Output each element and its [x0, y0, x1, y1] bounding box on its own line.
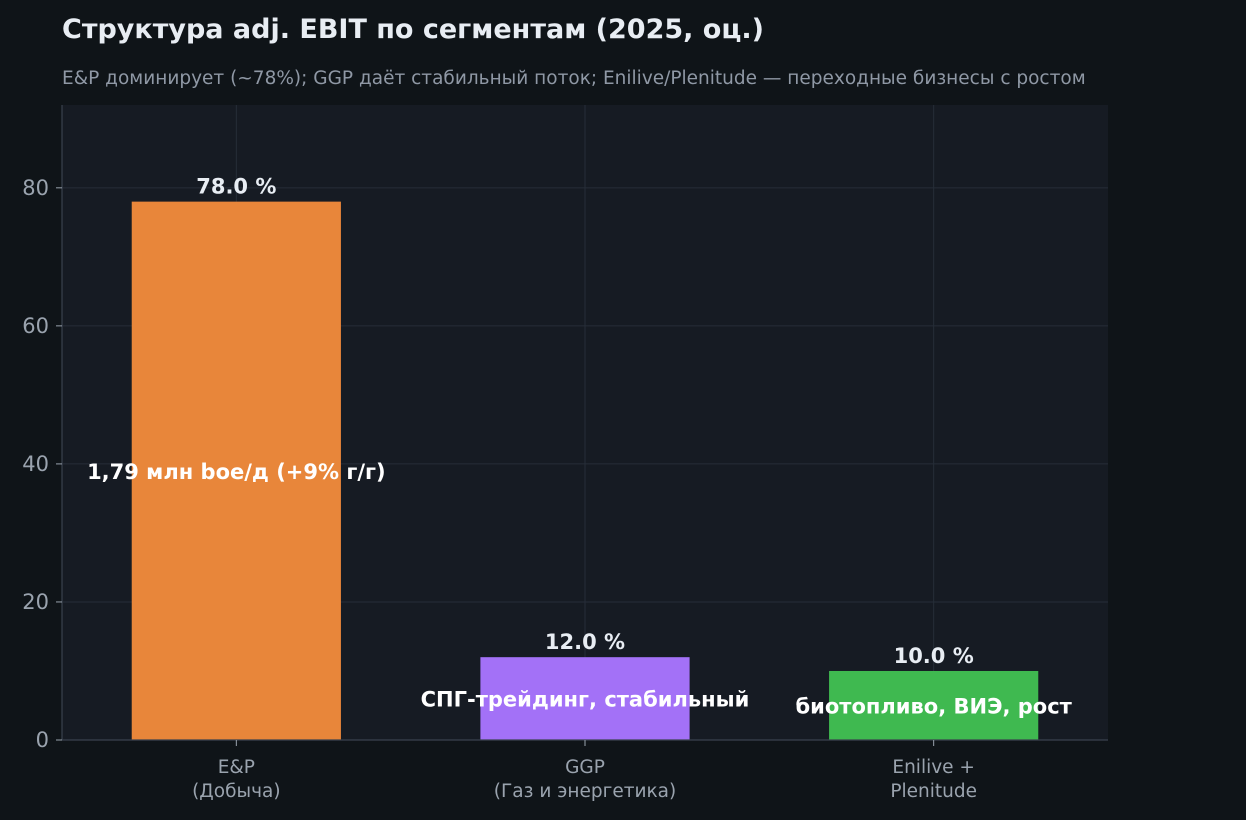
- y-tick-label: 60: [22, 314, 49, 338]
- axes: 0 20 40 60 80 E&P (Добыча) GGP (Газ и энергетика…: [22, 105, 1108, 802]
- chart-title: Структура adj. EBIT по сегментам (2025, …: [62, 14, 764, 45]
- x-tick-label: (Добыча): [192, 781, 281, 802]
- bar-value-label: 10.0 %: [894, 644, 974, 668]
- bar: [829, 670, 1039, 740]
- x-tick-label: GGP: [565, 757, 605, 778]
- x-tick-label: E&P: [218, 757, 255, 778]
- y-tick-label: 20: [22, 590, 49, 614]
- labels: 78.0 % 12.0 % 10.0 % 1,79 млн boe/д (+9% г/…: [87, 175, 1073, 719]
- bars: [131, 201, 1039, 740]
- bar-inner-label: биотопливо, ВИЭ, рост: [795, 694, 1072, 718]
- x-tick-label: Plenitude: [890, 781, 977, 802]
- chart-subtitle: E&P доминирует (~78%); GGP даёт стабильн…: [62, 68, 1086, 89]
- bar-value-label: 12.0 %: [545, 630, 625, 654]
- y-tick-label: 80: [22, 176, 49, 200]
- bar-value-label: 78.0 %: [196, 175, 276, 199]
- y-tick-label: 0: [36, 728, 49, 752]
- bar-inner-label: СПГ-трейдинг, стабильный: [421, 688, 750, 712]
- bar-inner-label: 1,79 млн boe/д (+9% г/г): [87, 460, 386, 484]
- bar: [480, 657, 690, 740]
- x-tick-label: Enilive +: [892, 757, 975, 778]
- y-tick-label: 40: [22, 452, 49, 476]
- x-tick-label: (Газ и энергетика): [494, 781, 676, 802]
- bar: [131, 201, 341, 740]
